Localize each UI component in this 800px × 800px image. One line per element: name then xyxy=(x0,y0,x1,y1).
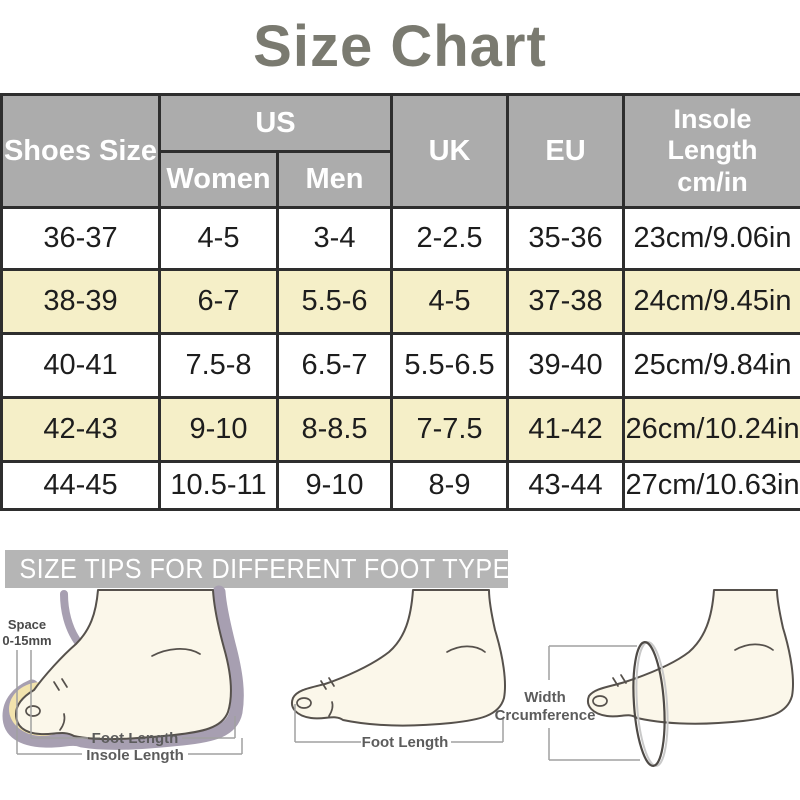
size-cell: 4-5 xyxy=(158,206,279,271)
foot-side-view xyxy=(15,589,233,741)
size-cell: 9-10 xyxy=(158,396,279,463)
foot-length-measure-line xyxy=(294,704,504,743)
col-header-men: Men xyxy=(275,150,394,209)
table-row: 36-37 4-5 3-4 2-2.5 35-36 23cm/9.06in xyxy=(0,206,800,271)
foot-tips-illustrations: Space 0-15mm Foot Length Insole Length F… xyxy=(0,585,800,794)
size-cell: 10.5-11 xyxy=(158,460,279,511)
size-cell: 23cm/9.06in xyxy=(622,206,800,271)
size-cell: 5.5-6.5 xyxy=(390,332,510,399)
space-measure-lines xyxy=(16,650,32,754)
size-cell: 8-8.5 xyxy=(275,396,394,463)
space-label-line2: 0-15mm xyxy=(2,633,51,648)
size-cell: 27cm/10.63in xyxy=(622,460,800,511)
size-cell: 42-43 xyxy=(0,396,161,463)
insole-outline-shape xyxy=(2,585,244,750)
foot3-width-diagram: Width Crcumference xyxy=(495,589,794,767)
col-header-women: Women xyxy=(158,150,279,209)
size-cell: 44-45 xyxy=(0,460,161,511)
ankle-crease-detail xyxy=(151,648,201,657)
table-row: 38-39 6-7 5.5-6 4-5 37-38 24cm/9.45in xyxy=(0,268,800,335)
size-cell: 8-9 xyxy=(390,460,510,511)
foot-length-measure-line xyxy=(31,716,236,739)
foot-length-label: Foot Length xyxy=(362,734,449,751)
circumference-ellipse xyxy=(632,641,666,767)
size-cell: 25cm/9.84in xyxy=(622,332,800,399)
size-cell: 37-38 xyxy=(506,268,626,335)
size-cell: 41-42 xyxy=(506,396,626,463)
size-cell: 26cm/10.24in xyxy=(622,396,800,463)
table-row: 40-41 7.5-8 6.5-7 5.5-6.5 39-40 25cm/9.8… xyxy=(0,332,800,399)
toe-crease-detail xyxy=(53,678,68,691)
toe-crease-detail xyxy=(320,677,335,690)
size-cell: 3-4 xyxy=(275,206,394,271)
size-cell: 43-44 xyxy=(506,460,626,511)
insole-length-measure-line xyxy=(17,738,243,755)
foot-side-view xyxy=(291,589,506,727)
size-cell: 35-36 xyxy=(506,206,626,271)
width-label-line1: Width xyxy=(524,689,566,706)
insole-length-label: Insole Length xyxy=(86,747,184,764)
insole-ankle-outline xyxy=(60,590,82,646)
tips-banner-text: SIZE TIPS FOR DIFFERENT FOOT TYPES xyxy=(19,553,508,584)
col-header-uk: UK xyxy=(390,93,510,209)
foot-side-view xyxy=(587,589,794,725)
size-chart-table: Shoes Size US UK EU Insole Length cm/in … xyxy=(0,93,800,511)
insole-header-line2: cm/in xyxy=(677,166,748,197)
size-cell: 9-10 xyxy=(275,460,394,511)
toenail-detail xyxy=(592,695,608,707)
col-header-insole-length: Insole Length cm/in xyxy=(622,93,800,209)
size-cell: 39-40 xyxy=(506,332,626,399)
toenail-detail xyxy=(296,697,312,709)
insole-header-line1: Insole Length xyxy=(667,104,758,166)
size-cell: 7-7.5 xyxy=(390,396,510,463)
size-cell: 24cm/9.45in xyxy=(622,268,800,335)
size-cell: 7.5-8 xyxy=(158,332,279,399)
ankle-crease-detail xyxy=(734,643,774,651)
foot-length-label: Foot Length xyxy=(92,730,179,747)
space-label-line1: Space xyxy=(8,617,46,632)
ankle-crease-detail xyxy=(446,645,486,653)
size-cell: 40-41 xyxy=(0,332,161,399)
size-cell: 5.5-6 xyxy=(275,268,394,335)
toenail-detail xyxy=(25,705,41,717)
foot2-length-diagram: Foot Length xyxy=(291,589,506,751)
table-row: 44-45 10.5-11 9-10 8-9 43-44 27cm/10.63i… xyxy=(0,460,800,511)
col-header-eu: EU xyxy=(506,93,626,209)
table-row: 42-43 9-10 8-8.5 7-7.5 41-42 26cm/10.24i… xyxy=(0,396,800,463)
foot1-insole-diagram: Space 0-15mm Foot Length Insole Length xyxy=(2,585,244,764)
size-cell: 6.5-7 xyxy=(275,332,394,399)
tips-banner: SIZE TIPS FOR DIFFERENT FOOT TYPES xyxy=(5,550,508,588)
width-label-line2: Crcumference xyxy=(495,707,596,724)
toe-separation-detail xyxy=(59,713,66,731)
size-cell: 6-7 xyxy=(158,268,279,335)
toe-separation-detail xyxy=(328,701,334,717)
page-title: Size Chart xyxy=(253,14,547,79)
toe-crease-detail xyxy=(612,674,627,687)
header-row-2: Women Men xyxy=(2,150,800,209)
size-cell: 38-39 xyxy=(0,268,161,335)
size-cell: 2-2.5 xyxy=(390,206,510,271)
width-measure-bracket xyxy=(548,645,640,761)
size-cell: 36-37 xyxy=(0,206,161,271)
size-cell: 4-5 xyxy=(390,268,510,335)
header-row-1: Shoes Size US UK EU Insole Length cm/in xyxy=(0,93,800,209)
col-header-us: US xyxy=(157,93,394,153)
col-header-shoes-size: Shoes Size xyxy=(0,93,161,209)
